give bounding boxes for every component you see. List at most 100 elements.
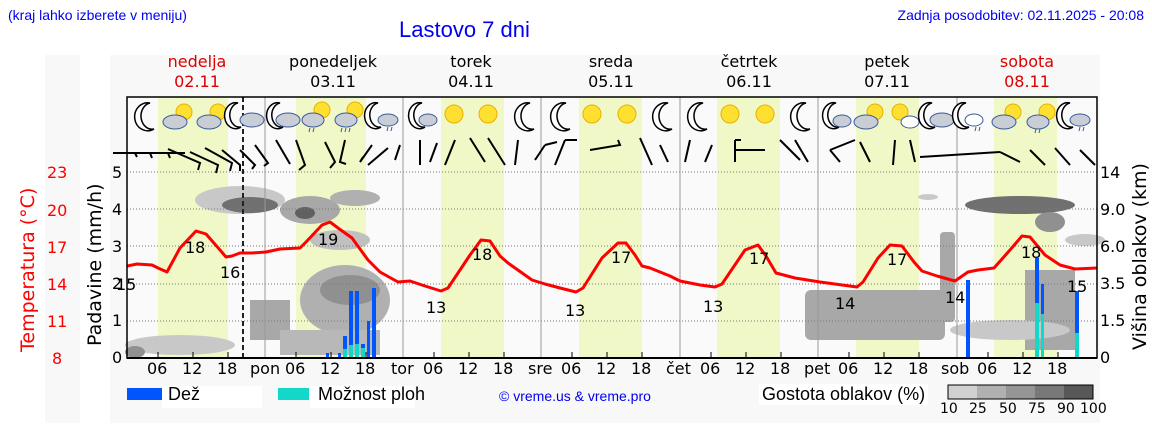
precip-tick: 5 bbox=[112, 163, 123, 182]
svg-text:17: 17 bbox=[611, 248, 631, 267]
partly-cloudy-sun-icon bbox=[162, 103, 193, 130]
x-tick: 12 bbox=[458, 359, 479, 378]
svg-text:17: 17 bbox=[749, 249, 769, 268]
day-header-2: torek 04.11 bbox=[401, 52, 541, 92]
x-tick: 18 bbox=[770, 359, 791, 378]
svg-text:17: 17 bbox=[887, 250, 907, 269]
day-date: 02.11 bbox=[174, 72, 220, 91]
partly-cloudy-sun-icon bbox=[196, 103, 227, 130]
precip-tick: 2 bbox=[112, 274, 123, 293]
x-tick: pet bbox=[804, 359, 831, 378]
x-tick: 06 bbox=[700, 359, 721, 378]
night-rain-icon bbox=[363, 101, 399, 132]
svg-text:13: 13 bbox=[565, 301, 585, 320]
day-headers: nedelja 02.11 ponedeljek 03.11 torek 04.… bbox=[127, 52, 1097, 94]
day-date: 06.11 bbox=[726, 72, 772, 91]
temp-tick: 14 bbox=[47, 275, 68, 294]
day-name: petek bbox=[864, 52, 910, 71]
x-tick: sob bbox=[941, 359, 970, 378]
legend-rain-label: Dež bbox=[168, 384, 201, 404]
cloudy-night-icon bbox=[917, 101, 955, 130]
svg-text:15: 15 bbox=[116, 275, 136, 294]
sun-icon bbox=[478, 104, 498, 124]
cloud-height-tick: 9.0 bbox=[1100, 200, 1126, 219]
cloud-density-scale bbox=[947, 384, 1094, 400]
temp-tick: 8 bbox=[52, 349, 63, 368]
moon-icon bbox=[133, 102, 155, 132]
legend-shower-label: Možnost ploh bbox=[318, 384, 426, 404]
density-tick: 100 bbox=[1080, 401, 1107, 417]
svg-text:16: 16 bbox=[220, 263, 240, 282]
sun-heavy-rain-icon bbox=[334, 101, 364, 133]
sun-icon bbox=[617, 104, 637, 124]
day-date: 05.11 bbox=[588, 72, 634, 91]
precip-tick: 0 bbox=[112, 348, 123, 367]
svg-text:18: 18 bbox=[472, 245, 492, 264]
moon-icon bbox=[651, 102, 673, 132]
precip-tick: 4 bbox=[112, 200, 123, 219]
cloud-density-ticks: 10 25 50 75 90 100 bbox=[940, 401, 1107, 417]
day-separators bbox=[264, 97, 958, 358]
last-update: Zadnja posodobitev: 02.11.2025 - 20:08 bbox=[897, 7, 1144, 23]
temp-tick: 23 bbox=[47, 163, 68, 182]
x-tick: 18 bbox=[908, 359, 929, 378]
sun-rain-icon bbox=[301, 101, 331, 133]
sun-icon bbox=[444, 104, 464, 124]
svg-text:13: 13 bbox=[703, 297, 723, 316]
day-name: četrtek bbox=[720, 52, 778, 71]
temp-tick: 17 bbox=[47, 238, 68, 257]
day-header-0: nedelja 02.11 bbox=[127, 52, 267, 92]
day-date: 08.11 bbox=[1004, 72, 1050, 91]
day-name: sobota bbox=[999, 52, 1055, 71]
temp-tick: 20 bbox=[47, 201, 68, 220]
x-tick: 06 bbox=[147, 359, 168, 378]
svg-text:14: 14 bbox=[945, 288, 965, 307]
copyright-link[interactable]: © vreme.us & vreme.pro bbox=[499, 388, 651, 404]
temp-axis-label: Temperatura (°C) bbox=[17, 187, 39, 352]
density-tick: 25 bbox=[969, 401, 987, 417]
temp-tick: 11 bbox=[47, 312, 68, 331]
density-tick: 10 bbox=[940, 401, 958, 417]
precip-bars bbox=[326, 258, 1079, 358]
precip-tick: 3 bbox=[112, 237, 123, 256]
x-tick: 06 bbox=[977, 359, 998, 378]
x-tick-marks bbox=[157, 352, 1059, 358]
cloud-density-areas bbox=[125, 186, 1105, 358]
moon-icon bbox=[686, 102, 708, 132]
cloudy-night-icon bbox=[821, 101, 852, 130]
region-menu-hint[interactable]: (kraj lahko izberete v meniju) bbox=[8, 7, 187, 23]
day-name: nedelja bbox=[167, 52, 227, 71]
sun-icon bbox=[755, 104, 775, 124]
x-tick: tor bbox=[391, 359, 414, 378]
legend-rain-bg bbox=[162, 386, 262, 408]
day-header-4: četrtek 06.11 bbox=[679, 52, 819, 92]
x-tick: 06 bbox=[838, 359, 859, 378]
x-tick: pon bbox=[250, 359, 281, 378]
shower-swatch bbox=[278, 388, 309, 400]
partly-cloudy-sun-icon bbox=[853, 103, 884, 130]
wind-barbs bbox=[113, 137, 1096, 174]
temp-annotations: 15 18 16 19 13 18 13 17 13 17 14 17 14 1… bbox=[116, 230, 1087, 320]
page-title: Lastovo 7 dni bbox=[399, 17, 530, 42]
cloud-height-tick: 14 bbox=[1100, 163, 1121, 182]
x-tick: 12 bbox=[596, 359, 617, 378]
moon-icon bbox=[513, 102, 535, 132]
day-name: sreda bbox=[588, 52, 634, 71]
sun-cloud-icon bbox=[891, 103, 920, 129]
x-tick: 06 bbox=[561, 359, 582, 378]
x-tick: 18 bbox=[493, 359, 514, 378]
sun-rain-icon bbox=[1026, 103, 1056, 134]
svg-text:13: 13 bbox=[426, 298, 446, 317]
svg-text:18: 18 bbox=[1021, 243, 1041, 262]
day-header-6: sobota 08.11 bbox=[957, 52, 1097, 92]
x-tick: 12 bbox=[320, 359, 341, 378]
cloud-height-tick: 0 bbox=[1100, 348, 1111, 367]
svg-text:19: 19 bbox=[318, 230, 338, 249]
night-rain-icon bbox=[951, 101, 984, 132]
day-date: 03.11 bbox=[310, 72, 356, 91]
day-name: torek bbox=[450, 52, 492, 71]
x-tick: 06 bbox=[423, 359, 444, 378]
precip-tick: 1 bbox=[112, 311, 123, 330]
day-header-5: petek 07.11 bbox=[817, 52, 957, 92]
